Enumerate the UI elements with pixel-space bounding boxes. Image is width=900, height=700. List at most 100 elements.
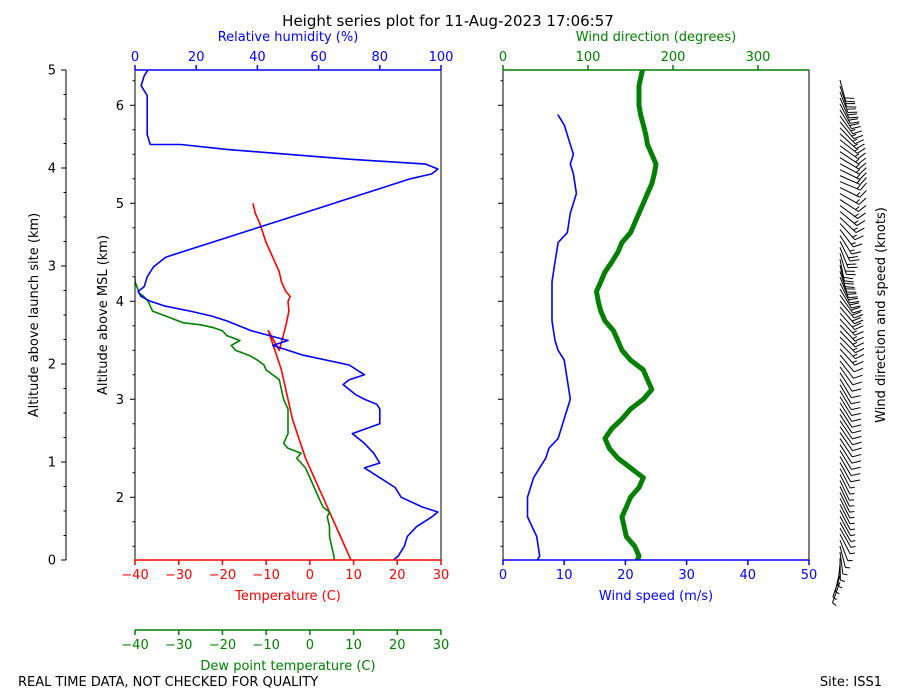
wind-barb-feather (844, 280, 854, 283)
wind-speed-tick-label: 40 (740, 568, 757, 583)
wind-barb-half-feather (850, 522, 855, 525)
wind-barbs (832, 79, 867, 607)
wind-barb-half-feather (851, 242, 856, 245)
wind-barb-feather (851, 305, 861, 309)
dewpoint-tick-label: −40 (121, 638, 148, 653)
wind-speed-ticks: 0 10 20 30 40 50 (499, 560, 817, 583)
thermo-panel: 0 1 2 3 4 5 Altitude above launch site (km) 2… (27, 30, 453, 674)
wind-barb-half-feather (850, 534, 856, 537)
wind-barb-staff (839, 127, 856, 145)
wind-direction-axis-label: Wind direction (degrees) (576, 30, 736, 45)
wind-barb-feather (846, 263, 857, 266)
dewpoint-tick-label: 0 (306, 638, 314, 653)
wind-barb-half-feather (835, 591, 840, 595)
wind-barb-staff (839, 145, 859, 160)
launch-altitude-tick-label: 4 (48, 162, 56, 177)
wind-barb-staff (839, 336, 856, 354)
wind-barb-feather (850, 479, 861, 483)
wind-barb-staff (839, 360, 854, 379)
wind-barb (839, 91, 858, 113)
wind-barb (839, 378, 861, 399)
wind-barb (839, 199, 867, 212)
wind-barb-feather (845, 286, 855, 288)
wind-barb (839, 211, 866, 226)
wind-barb (839, 402, 862, 422)
quality-note: REAL TIME DATA, NOT CHECKED FOR QUALITY (18, 675, 318, 690)
wind-barb-feather (854, 342, 865, 348)
humidity-tick-label: 20 (188, 50, 205, 65)
msl-altitude-tick-label: 2 (116, 491, 124, 506)
temperature-tick-label: 0 (306, 568, 314, 583)
wind-barb (839, 450, 861, 470)
wind-barb-feather (856, 220, 866, 226)
wind-barb-feather (857, 152, 866, 160)
wind-barb-staff (839, 432, 853, 451)
wind-barb-half-feather (855, 168, 861, 173)
wind-barb-staff (839, 277, 849, 298)
wind-barb-staff (839, 492, 851, 513)
wind-barb (839, 480, 855, 501)
wind-barb-staff (839, 474, 851, 495)
wind-barb (839, 277, 858, 299)
wind-barb (839, 432, 862, 452)
dewpoint-tick-label: 30 (433, 638, 450, 653)
thermo-curves (135, 70, 439, 560)
launch-altitude-tick-label: 2 (48, 358, 56, 373)
temperature-axis-label: Temperature (C) (234, 589, 341, 604)
wind-barb-feather (855, 227, 865, 233)
wind-barb-staff (839, 438, 853, 458)
wind-barb-feather (848, 296, 858, 299)
wind-barb (839, 360, 863, 379)
wind-barb-staff (839, 486, 850, 507)
wind-barb-half-feather (850, 486, 855, 489)
wind-barb-feather (854, 235, 864, 241)
wind-direction-tick-label: 100 (576, 50, 601, 65)
wind-barb-feather (848, 297, 858, 301)
wind-barb-feather (850, 306, 861, 311)
wind-barb-feather (851, 125, 861, 130)
wind-barb (839, 474, 855, 495)
wind-barb-half-feather (850, 540, 856, 542)
dewpoint-tick-label: −30 (165, 638, 192, 653)
wind-panel: 0 100 200 300 Wind direction (degrees) 0 10 2… (498, 30, 817, 604)
wind-barb-half-feather (854, 213, 860, 217)
temperature-tick-label: −30 (165, 568, 192, 583)
temperature-tick-label: 10 (345, 568, 362, 583)
wind-barb-half-feather (856, 184, 861, 190)
wind-barb-staff (839, 498, 851, 519)
wind-barb (839, 384, 861, 405)
wind-barb (839, 546, 851, 569)
wind-barb (839, 217, 865, 233)
wind-barb-staff (839, 456, 852, 476)
wind-barb-staff (839, 169, 860, 180)
wind-barb-feather (851, 401, 861, 405)
wind-barb (839, 145, 866, 160)
wind-barb (839, 468, 855, 489)
wind-barb-feather (843, 276, 854, 280)
dewpoint-tick-label: −10 (252, 638, 279, 653)
wind-barb-half-feather (853, 227, 858, 231)
dewpoint-tick-label: 10 (345, 638, 362, 653)
dewpoint-axis-label: Dew point temperature (C) (200, 659, 375, 674)
wind-barb-feather (851, 460, 862, 464)
wind-barb (839, 271, 857, 293)
wind-barb-feather (845, 100, 856, 103)
wind-barb-feather (852, 441, 862, 446)
wind-barb-staff (839, 342, 856, 360)
wind-barb (839, 294, 863, 314)
wind-barb-half-feather (856, 174, 861, 179)
wind-speed-tick-label: 0 (499, 568, 507, 583)
wind-barb-half-feather (849, 249, 855, 252)
wind-barb (839, 462, 861, 483)
msl-altitude-tick-label: 6 (116, 99, 124, 114)
wind-barb (839, 193, 867, 205)
wind-barb-feather (853, 374, 863, 379)
wind-direction-tick-label: 0 (499, 50, 507, 65)
wind-barb-half-feather (852, 330, 857, 334)
wind-barb-half-feather (852, 234, 858, 238)
wind-barb (839, 558, 846, 582)
wind-speed-tick-label: 20 (617, 568, 634, 583)
wind-barb (839, 348, 864, 366)
wind-barb-feather (853, 314, 864, 319)
